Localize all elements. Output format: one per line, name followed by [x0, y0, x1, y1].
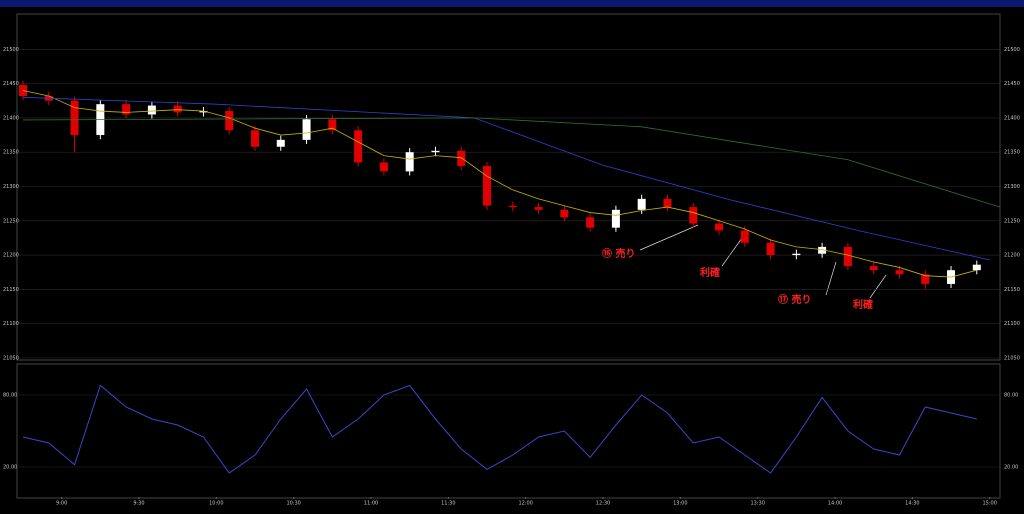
- y-tick-label-left: 21050: [3, 356, 19, 362]
- y-tick-label: 21300: [1004, 184, 1020, 190]
- candle-body: [972, 264, 981, 271]
- y-tick-label-left: 80.00: [3, 393, 17, 399]
- candle-body: [70, 100, 79, 136]
- x-tick-label: 13:00: [673, 501, 687, 507]
- y-tick-label: 21500: [1004, 47, 1020, 53]
- oscillator-line: [22, 384, 977, 474]
- candle-body: [302, 119, 311, 140]
- candle-body: [534, 207, 543, 210]
- x-tick-label: 12:00: [518, 501, 532, 507]
- y-tick-label: 21100: [1004, 321, 1020, 327]
- y-tick-label-left: 20.00: [3, 465, 17, 471]
- y-tick-label-left: 21150: [3, 287, 19, 293]
- candle-body: [766, 242, 775, 256]
- moving-average: [22, 117, 1001, 208]
- y-tick-label: 21150: [1004, 287, 1020, 293]
- candle-body: [818, 246, 827, 254]
- candle-body: [560, 209, 569, 218]
- x-tick-label: 11:30: [441, 501, 455, 507]
- candle-body: [895, 270, 904, 275]
- candle-body: [689, 207, 698, 224]
- candle-body: [147, 105, 156, 115]
- title-bar: [0, 0, 1024, 7]
- y-tick-label-left: 21200: [3, 253, 19, 259]
- y-tick-label-left: 21350: [3, 150, 19, 156]
- candle-body: [225, 111, 234, 131]
- candle-body: [611, 209, 620, 228]
- x-tick-label: 13:30: [750, 501, 764, 507]
- x-tick-label: 12:30: [596, 501, 610, 507]
- x-tick-label: 14:00: [828, 501, 842, 507]
- candle-body: [457, 150, 466, 166]
- osc-panel: [16, 363, 1001, 499]
- candle-body: [843, 246, 852, 267]
- annotation: ⑰ 売り: [778, 293, 811, 306]
- x-tick-label: 9:30: [133, 501, 144, 507]
- candle-body: [379, 162, 388, 172]
- candle-body: [405, 152, 414, 172]
- candle-body: [508, 205, 517, 208]
- y-tick-label: 21350: [1004, 150, 1020, 156]
- candle-body: [869, 266, 878, 271]
- candle-body: [715, 223, 724, 231]
- y-tick-label: 80.00: [1004, 393, 1018, 399]
- candle-body: [663, 198, 672, 208]
- candle-body: [921, 274, 930, 284]
- y-tick-label: 20.00: [1004, 465, 1018, 471]
- candle-body: [251, 130, 260, 147]
- y-tick-label-left: 21250: [3, 218, 19, 224]
- candle-body: [431, 150, 440, 153]
- y-tick-label: 21400: [1004, 115, 1020, 121]
- annotation: 利確: [853, 298, 873, 311]
- y-tick-label-left: 21450: [3, 81, 19, 87]
- annotation: 利確: [700, 266, 720, 279]
- y-tick-label: 21250: [1004, 218, 1020, 224]
- candle-body: [276, 139, 285, 147]
- candle-body: [740, 230, 749, 243]
- candle-body: [586, 217, 595, 228]
- candle-body: [122, 104, 131, 115]
- y-tick-label-left: 21300: [3, 184, 19, 190]
- x-tick-label: 14:30: [905, 501, 919, 507]
- x-tick-label: 10:00: [209, 501, 223, 507]
- candle-body: [792, 253, 801, 256]
- moving-average: [22, 96, 990, 261]
- main-panel: [16, 13, 1001, 361]
- y-tick-label: 21200: [1004, 253, 1020, 259]
- y-tick-label: 21050: [1004, 356, 1020, 362]
- y-tick-label-left: 21500: [3, 47, 19, 53]
- annotation: ⑯ 売り: [602, 247, 635, 260]
- x-tick-label: 9:00: [56, 501, 67, 507]
- candle-body: [173, 105, 182, 113]
- candle-body: [483, 165, 492, 206]
- candle-body: [199, 111, 208, 113]
- y-tick-label-left: 21400: [3, 115, 19, 121]
- x-tick-label: 15:00: [982, 501, 996, 507]
- candle-body: [354, 130, 363, 163]
- x-tick-label: 10:30: [286, 501, 300, 507]
- candle-body: [328, 119, 337, 131]
- y-tick-label-left: 21100: [3, 321, 19, 327]
- y-tick-label: 21450: [1004, 81, 1020, 87]
- candle-body: [637, 198, 646, 210]
- moving-average: [22, 90, 977, 278]
- x-tick-label: 11:00: [364, 501, 378, 507]
